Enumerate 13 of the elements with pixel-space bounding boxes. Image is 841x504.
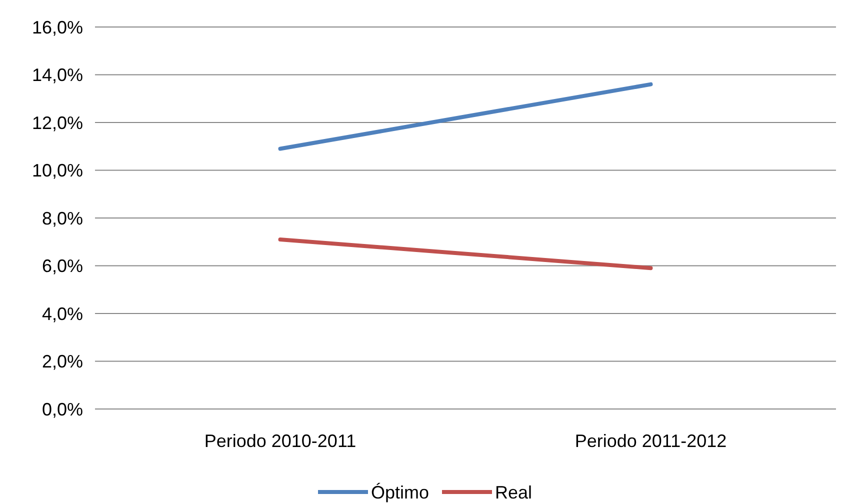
y-tick-label: 4,0%	[42, 304, 83, 324]
y-tick-label: 12,0%	[32, 112, 83, 133]
y-tick-label: 6,0%	[42, 256, 83, 276]
legend-label: Óptimo	[371, 482, 430, 502]
x-tick-label: Periodo 2011-2012	[574, 431, 727, 451]
y-tick-label: 16,0%	[32, 17, 83, 38]
y-tick-label: 14,0%	[32, 65, 83, 86]
x-tick-label: Periodo 2010-2011	[204, 431, 356, 451]
y-tick-label: 8,0%	[42, 208, 83, 228]
y-tick-label: 2,0%	[42, 352, 83, 372]
legend-label: Real	[495, 482, 532, 502]
y-tick-label: 0,0%	[42, 399, 83, 420]
y-tick-label: 10,0%	[32, 160, 83, 181]
